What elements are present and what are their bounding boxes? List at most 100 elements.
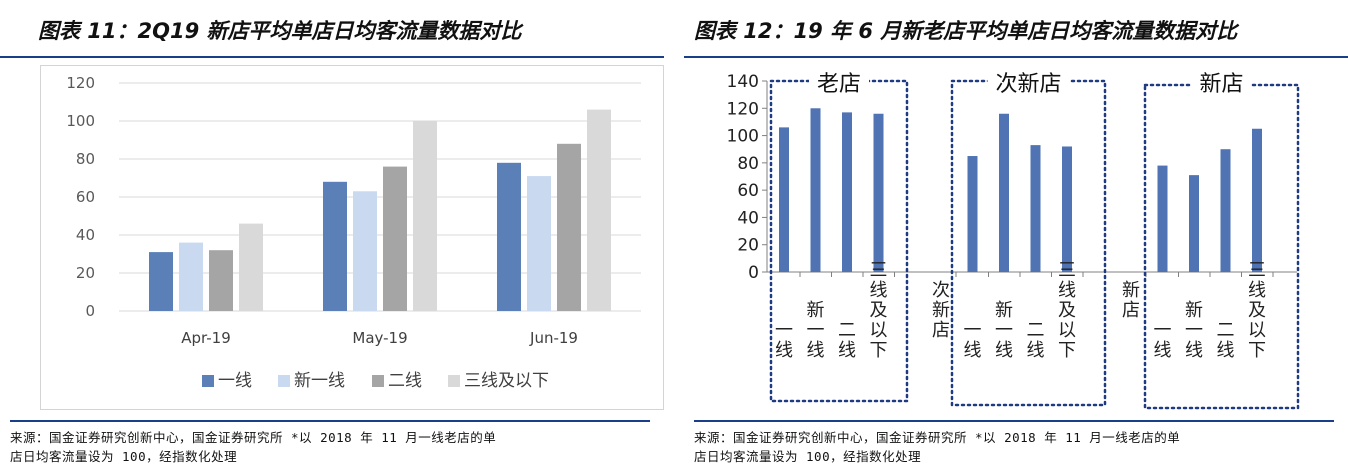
x-tick-label: 一 [1185,320,1203,341]
group-label: 次新店 [995,72,1061,97]
bar [873,113,884,272]
y-tick-label: 80 [737,154,759,174]
group-label-bg [1191,67,1252,97]
x-tick-label: 新 [1185,300,1203,321]
source-note: 来源：国金证券研究创新中心，国金证券研究所 *以 2018 年 11 月一线老店… [10,420,650,466]
legend-label: 新一线 [294,371,345,391]
x-tick-label: 以 [1058,320,1076,341]
legend-label: 二线 [388,371,422,391]
group-label: 老店 [817,72,861,97]
x-tick-label: Jun-19 [529,329,578,347]
bar [323,181,347,311]
x-tick-label: 线 [1185,340,1203,361]
x-tick-label: 及 [1248,300,1266,321]
y-tick-label: 120 [66,74,95,92]
bar [587,109,611,311]
legend-swatch [202,375,214,387]
y-tick-label: 20 [76,264,95,282]
y-tick-label: 80 [76,150,95,168]
y-tick-label: 40 [76,226,95,244]
y-tick-label: 0 [85,302,95,320]
group-box [950,79,1107,407]
chart-title: 图表 12：19 年 6 月新老店平均单店日均客流量数据对比 [684,8,1348,58]
legend-label: 一线 [218,371,252,391]
x-tick-label: 下 [870,340,888,361]
source-line-1: 来源：国金证券研究创新中心，国金证券研究所 *以 2018 年 11 月一线老店… [10,430,497,445]
x-tick-label: 三 [870,260,888,281]
x-tick-label: 店 [1122,300,1140,321]
x-tick-label: 一 [964,320,982,341]
x-tick-label: 及 [1058,300,1076,321]
bar [383,166,407,311]
x-tick-label: 及 [870,300,888,321]
source-line-1: 来源：国金证券研究创新中心，国金证券研究所 *以 2018 年 11 月一线老店… [694,430,1181,445]
x-tick-label: 新 [807,300,825,321]
bar [149,252,173,311]
y-tick-label: 100 [66,112,95,130]
legend-swatch [448,375,460,387]
source-line-2: 店日均客流量设为 100，经指数化处理 [694,449,922,464]
chart-panel-right: 图表 12：19 年 6 月新老店平均单店日均客流量数据对比 0 20 40 60 80… [684,0,1348,470]
bar [1030,145,1041,272]
bar-chart-svg: 0 20 40 60 80 100 120 Apr-19 May-19 Jun-19 一线 新一线 二线… [66,74,641,391]
chart-title: 图表 11：2Q19 新店平均单店日均客流量数据对比 [0,8,664,58]
x-tick-label: 线 [1154,340,1172,361]
x-tick-label: 二 [1217,320,1235,341]
y-tick-label: 40 [737,208,759,228]
x-tick-label: 线 [964,340,982,361]
bar [239,223,263,311]
x-tick-label: 次 [932,280,950,301]
group-label-bg [987,67,1070,97]
y-tick-label: 120 [727,99,759,119]
bar [842,112,852,272]
bar [810,108,821,273]
group-box [1143,83,1300,410]
y-tick-label: 140 [727,72,759,92]
x-tick-label: 二 [838,320,856,341]
x-tick-label: 线 [838,340,856,361]
bar [967,156,978,272]
chart-area: 0 20 40 60 80 100 120 140 一线新一线二线三线及以下老店次新店一线新一线… [694,65,1348,410]
y-tick-label: 60 [76,188,95,206]
bar [353,191,377,311]
x-tick-label: 新 [1122,280,1140,301]
bar [999,113,1009,272]
bar [1220,149,1231,272]
bar [1062,146,1072,272]
x-tick-label: 一 [1154,320,1172,341]
y-tick-label: 60 [737,181,759,201]
x-tick-label: Apr-19 [181,329,231,347]
x-tick-label: 二 [1027,320,1045,341]
bar [1252,128,1262,272]
x-tick-label: 一 [995,320,1013,341]
bar [557,143,581,311]
bar [209,250,233,311]
legend-label: 三线及以下 [464,371,549,391]
x-tick-label: 一 [807,320,825,341]
x-tick-label: 三 [1248,260,1266,281]
group-label-bg [809,67,869,97]
x-tick-label: 线 [807,340,825,361]
y-tick-label: 20 [737,236,759,256]
x-tick-label: 线 [1058,280,1076,301]
group-label: 新店 [1199,72,1243,97]
legend-swatch [372,375,384,387]
bar [527,176,551,311]
x-tick-label: 线 [1027,340,1045,361]
chart-panel-left: 图表 11：2Q19 新店平均单店日均客流量数据对比 0 20 40 60 80 100 1… [0,0,664,470]
x-tick-label: 下 [1248,340,1266,361]
x-tick-label: 新 [995,300,1013,321]
source-line-2: 店日均客流量设为 100，经指数化处理 [10,449,238,464]
x-tick-label: May-19 [352,329,407,347]
chart-area: 0 20 40 60 80 100 120 Apr-19 May-19 Jun-19 一线 新一线 二线… [40,65,664,410]
legend-swatch [278,375,290,387]
bar [413,121,437,311]
y-tick-label: 0 [748,263,759,283]
x-tick-label: 以 [1248,320,1266,341]
bar [1189,175,1199,272]
source-note: 来源：国金证券研究创新中心，国金证券研究所 *以 2018 年 11 月一线老店… [694,420,1334,466]
x-tick-label: 以 [870,320,888,341]
bar [779,127,789,272]
x-tick-label: 三 [1058,260,1076,281]
x-tick-label: 线 [870,280,888,301]
